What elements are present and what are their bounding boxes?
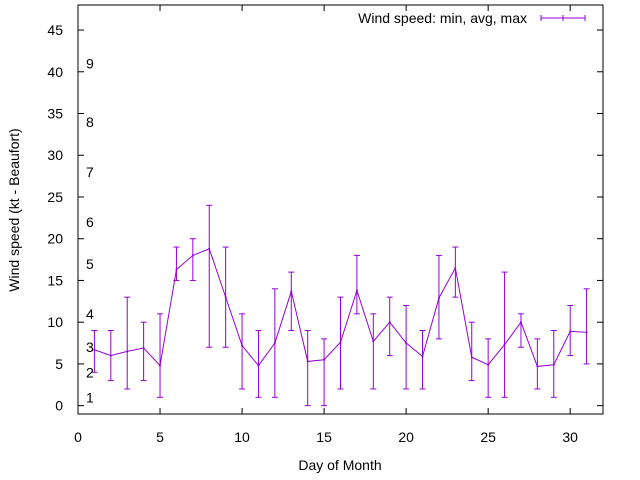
average-point (355, 289, 358, 292)
y-tick-label: 25 (47, 189, 63, 205)
average-point (372, 340, 375, 343)
error-bar (353, 254, 360, 315)
y-tick-label: 35 (47, 106, 63, 122)
error-bar (157, 313, 164, 398)
x-tick-label: 20 (398, 429, 414, 445)
beaufort-label: 5 (86, 256, 94, 272)
error-bar (370, 313, 377, 390)
average-point (142, 347, 145, 350)
beaufort-label: 9 (86, 55, 94, 71)
plot-layer (91, 204, 590, 407)
y-tick-label: 0 (55, 398, 63, 414)
average-point (585, 331, 588, 334)
y-tick-label: 30 (47, 147, 63, 163)
legend-label: Wind speed: min, avg, max (358, 10, 527, 26)
error-bar (583, 288, 590, 365)
beaufort-label: 2 (86, 364, 94, 380)
x-tick-label: 0 (74, 429, 82, 445)
average-point (273, 342, 276, 345)
beaufort-label: 6 (86, 214, 94, 230)
error-bar (534, 338, 541, 390)
average-point (388, 321, 391, 324)
average-point (175, 268, 178, 271)
error-bar (321, 338, 328, 407)
error-bar (140, 321, 147, 382)
average-point (306, 360, 309, 363)
average-point (339, 341, 342, 344)
beaufort-label: 4 (86, 306, 94, 322)
x-tick-label: 30 (562, 429, 578, 445)
average-point (159, 364, 162, 367)
average-point (257, 364, 260, 367)
average-point (569, 330, 572, 333)
average-point (191, 254, 194, 257)
average-point (405, 342, 408, 345)
average-point (487, 363, 490, 366)
average-point (437, 296, 440, 299)
error-bar (304, 330, 311, 407)
error-bar (403, 304, 410, 390)
beaufort-label: 8 (86, 114, 94, 130)
beaufort-scale-labels: 1 2 3 4 5 6 7 8 9 (86, 55, 94, 405)
y-tick-label: 40 (47, 64, 63, 80)
average-point (290, 290, 293, 293)
average-point (536, 365, 539, 368)
average-point (224, 296, 227, 299)
x-tick-label: 5 (156, 429, 164, 445)
error-bar (485, 338, 492, 398)
y-tick-label: 15 (47, 272, 63, 288)
average-point (454, 266, 457, 269)
average-point (323, 358, 326, 361)
average-point (126, 350, 129, 353)
average-point (552, 363, 555, 366)
average-point (93, 348, 96, 351)
average-point (503, 343, 506, 346)
y-tick-label: 10 (47, 314, 63, 330)
y-tick-label: 20 (47, 231, 63, 247)
x-tick-label: 10 (234, 429, 250, 445)
average-point (421, 355, 424, 358)
y-axis-label: Wind speed (kt - Beaufort) (6, 128, 22, 291)
average-point (470, 356, 473, 359)
error-bar (255, 330, 262, 398)
average-point (109, 354, 112, 357)
error-bar (501, 271, 508, 398)
chart-legend: Wind speed: min, avg, max (358, 10, 586, 26)
x-tick-label: 15 (316, 429, 332, 445)
average-point (241, 344, 244, 347)
error-bar (206, 204, 213, 348)
error-bar (468, 321, 475, 382)
error-bar (452, 246, 459, 298)
y-tick-label: 45 (47, 22, 63, 38)
error-bar (91, 330, 98, 373)
error-bar (124, 296, 131, 390)
legend-key (540, 15, 586, 21)
beaufort-label: 7 (86, 164, 94, 180)
error-bar (239, 313, 246, 390)
plot-frame (77, 4, 604, 415)
error-bar (288, 271, 295, 332)
average-point (519, 321, 522, 324)
error-bar (419, 330, 426, 390)
error-bar (517, 313, 524, 348)
average-point (208, 247, 211, 250)
x-axis-ticks: 0 5 10 15 20 25 30 (74, 5, 578, 445)
x-axis-label: Day of Month (298, 457, 381, 473)
beaufort-label: 3 (86, 339, 94, 355)
x-tick-label: 25 (480, 429, 496, 445)
beaufort-label: 1 (86, 389, 94, 405)
y-tick-label: 5 (55, 356, 63, 372)
error-bar (189, 238, 196, 281)
error-bar (386, 296, 393, 357)
